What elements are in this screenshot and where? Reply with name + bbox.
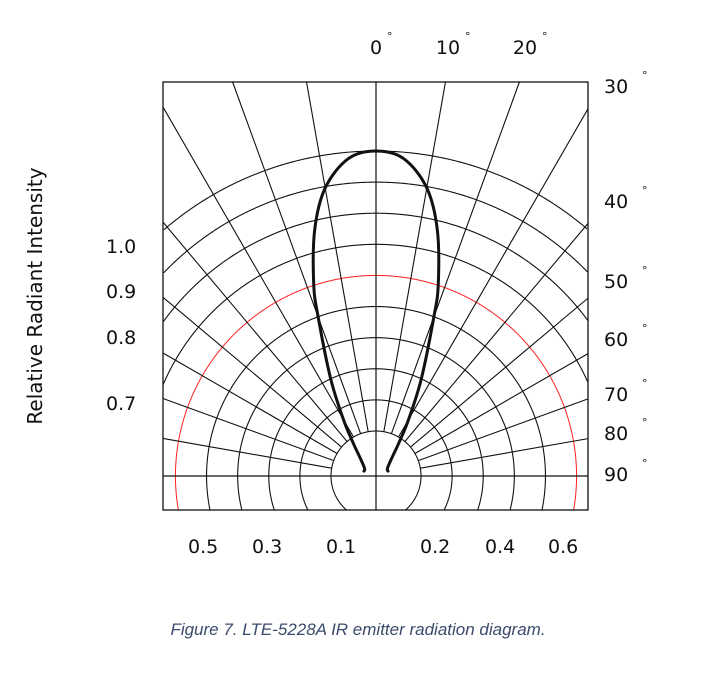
intensity-curve [311,149,441,473]
angle-label-20: 20 [513,37,537,59]
grid-spoke [162,296,342,448]
angle-label-0: 0 [370,37,382,59]
angle-label-10: 10 [436,37,460,59]
radiation-lobe [311,149,441,473]
highlight-circle [174,274,578,511]
angle-label-70: 70 [604,384,628,406]
degree-symbol: ° [642,457,648,470]
scale-label-left: 0.8 [106,327,136,349]
degree-symbol: ° [642,377,648,390]
scale-label-bottom: 0.5 [188,536,218,558]
grid-spoke [390,81,520,434]
grid-spoke [420,438,589,469]
degree-symbol: ° [642,416,648,429]
scale-label-left: 0.7 [106,393,136,415]
scale-label-bottom: 0.1 [326,536,356,558]
grid-spoke [162,352,338,454]
angle-label-40: 40 [604,191,628,213]
degree-symbol: ° [542,30,548,43]
degree-symbol: ° [642,69,648,82]
angle-label-80: 80 [604,423,628,445]
grid-spoke [162,221,348,442]
scale-label-bottom: 0.4 [485,536,515,558]
plot-frame [162,81,589,511]
grid-spoke [162,437,332,469]
grid-circle [330,430,422,511]
grid-spoke [162,106,354,438]
scale-label-left: 1.0 [106,236,136,258]
grid-spoke [232,81,362,434]
grid-spoke [418,398,589,462]
degree-symbol: ° [387,30,393,43]
grid-circle [299,399,453,511]
polar-grid [162,81,589,511]
angle-label-90: 90 [604,464,628,486]
scale-label-bottom: 0.3 [252,536,282,558]
grid-spoke [414,353,589,454]
grid-spoke [410,297,589,448]
degree-symbol: ° [642,184,648,197]
grid-circle [237,337,515,510]
degree-symbol: ° [642,322,648,335]
angle-label-60: 60 [604,329,628,351]
grid-spoke [305,81,369,432]
angle-label-50: 50 [604,271,628,293]
grid-circle [162,243,589,385]
degree-symbol: ° [642,264,648,277]
grid-spoke [398,108,589,438]
degree-symbol: ° [465,30,471,43]
grid-circle [163,181,588,274]
scale-label-bottom: 0.2 [420,536,450,558]
y-axis-title: Relative Radiant Intensity [23,167,47,424]
scale-label-bottom: 0.6 [548,536,578,558]
grid-spoke [383,81,447,432]
angle-label-30: 30 [604,76,628,98]
figure-caption: Figure 7. LTE-5228A IR emitter radiation… [170,620,546,639]
grid-spoke [404,222,589,442]
grid-circle [206,306,546,510]
grid-spoke [162,397,334,462]
grid-circle [268,368,484,510]
scale-label-left: 0.9 [106,281,136,303]
